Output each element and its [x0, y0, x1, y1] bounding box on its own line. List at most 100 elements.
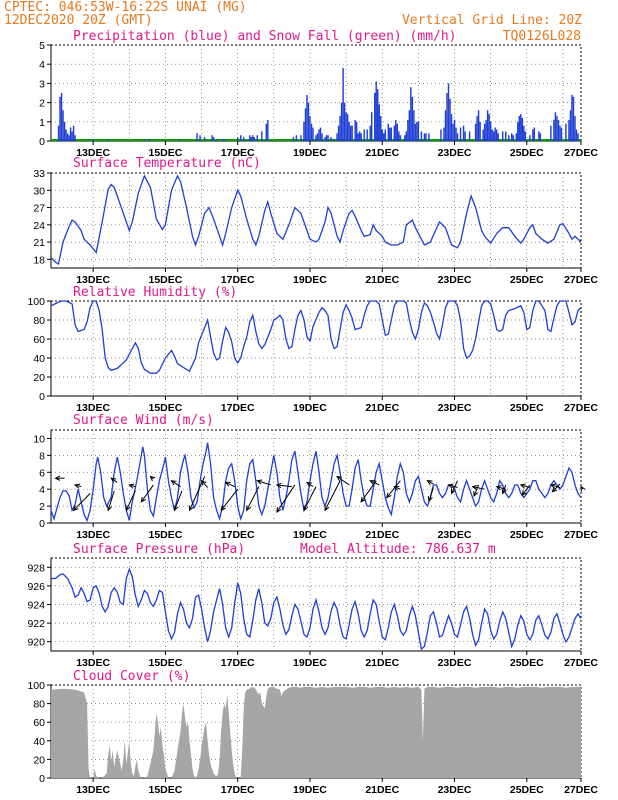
precip-bar: [59, 96, 61, 141]
precip-bar: [346, 114, 349, 141]
humidity-x-date-label: 15DEC: [149, 402, 183, 414]
wind-arrow: [427, 480, 434, 485]
wind-x-date-label: 17DEC: [221, 529, 255, 541]
precip-bar: [380, 116, 382, 141]
header-location: CPTEC: 046:53W-16:22S UNAI (MG): [4, 0, 247, 15]
precip-bar: [443, 127, 445, 141]
precip-bar: [348, 121, 350, 141]
cloud-x-date-label: 27DEC: [564, 784, 598, 796]
pressure-y-tick-label: 922: [27, 618, 45, 630]
precip-bar: [515, 133, 517, 141]
precip-bar: [336, 133, 338, 141]
wind-arrow-head: [106, 505, 112, 512]
precip-bar: [211, 135, 213, 141]
wind-arrow: [189, 476, 206, 511]
wind-line: [50, 442, 582, 523]
wind-arrow: [306, 482, 314, 488]
cloud-x-date-label: 23DEC: [438, 784, 472, 796]
precip-bar: [306, 94, 308, 141]
precip-bar: [520, 114, 522, 141]
precip-bar: [303, 121, 305, 141]
precip-bar: [199, 135, 201, 141]
wind-arrow-head: [125, 505, 131, 512]
pressure-y-tick-label: 928: [27, 562, 45, 574]
precip-bar: [574, 116, 576, 141]
precip-bar: [575, 129, 578, 141]
precip-bar: [243, 137, 245, 141]
temperature-frame: [50, 172, 582, 269]
wind-arrow-head: [427, 495, 433, 503]
precip-bar: [495, 129, 498, 141]
humidity-x-date-label: 19DEC: [293, 402, 327, 414]
precip-frame: [50, 44, 582, 142]
precip-bar: [349, 125, 352, 141]
precip-bar: [497, 133, 499, 141]
humidity-panel: 0 20 40 60 80 100 13DEC 15DEC 17DEC 19DEC 21DEC 23D…: [27, 296, 598, 414]
precip-bar: [407, 119, 409, 141]
precip-bar: [455, 127, 457, 141]
precip-bar: [354, 119, 356, 141]
wind-x-date-label: 25DEC: [510, 529, 544, 541]
pressure-x-date-label: 23DEC: [438, 657, 472, 669]
wind-arrow-head: [224, 481, 231, 487]
humidity-line: [50, 300, 582, 374]
temperature-x-date-label: 13DEC: [76, 274, 110, 286]
humidity-x-date-label: 25DEC: [510, 402, 544, 414]
precip-bar: [476, 116, 478, 141]
wind-arrow: [125, 490, 136, 511]
header-model-code: TQ0126L028: [503, 29, 581, 44]
precip-x-date-label: 23DEC: [438, 147, 472, 159]
humidity-y-tick-label: 100: [27, 296, 45, 308]
precip-bar: [411, 96, 414, 141]
precip-bar: [325, 135, 328, 141]
wind-x-date-label: 13DEC: [76, 529, 110, 541]
wind-arrow-head: [369, 480, 376, 485]
precip-bar: [327, 135, 329, 141]
precip-bar: [381, 129, 383, 141]
wind-arrow-head: [276, 506, 282, 513]
humidity-y-tick-label: 60: [33, 334, 45, 346]
precip-bar: [223, 139, 225, 141]
precip-bar: [517, 121, 519, 141]
humidity-x-date-label: 23DEC: [438, 402, 472, 414]
cloud-y-tick-label: 100: [27, 680, 45, 692]
temperature-x-date-label: 19DEC: [293, 274, 327, 286]
cloud-x-date-label: 15DEC: [149, 784, 183, 796]
pressure-y-tick-label: 926: [27, 581, 45, 593]
precip-bar: [416, 121, 418, 141]
pressure-panel: 920 922 924 926 928 13DEC 15DEC 17DEC 19DEC 21DEC…: [27, 557, 598, 669]
wind-arrow: [171, 480, 181, 488]
precip-bar: [494, 127, 496, 141]
precip-bar: [447, 83, 450, 141]
wind-x-date-label: 19DEC: [293, 529, 327, 541]
temperature-y-tick-label: 18: [33, 254, 45, 266]
wind-arrow-head: [447, 483, 454, 489]
precip-bar: [556, 116, 558, 141]
precip-bar: [560, 127, 563, 141]
precip-bar: [375, 81, 377, 141]
precip-panel: 0 1 2 3 4 5 13DEC 15DEC 17DEC 19DEC 21DEC 23DEC 25DE…: [39, 40, 598, 159]
wind-title: Surface Wind (m/s): [73, 413, 214, 428]
precip-bar: [340, 102, 343, 141]
precip-bar: [396, 123, 399, 141]
pressure-line: [51, 567, 582, 651]
cloud-y-tick-label: 60: [33, 717, 45, 729]
wind-arrow-head: [324, 505, 330, 512]
precip-bar: [532, 129, 534, 141]
pressure-x-date-label: 21DEC: [365, 657, 399, 669]
wind-arrow: [257, 480, 271, 486]
precip-bar: [261, 131, 263, 141]
precip-bar: [250, 137, 252, 141]
wind-arrow: [276, 484, 296, 513]
precip-x-date-label: 25DEC: [510, 147, 544, 159]
pressure-y-tick-label: 924: [27, 600, 45, 612]
precip-bar: [505, 131, 507, 141]
temperature-x-date-label: 15DEC: [149, 274, 183, 286]
cloud-y-tick-label: 0: [39, 773, 45, 785]
temperature-x-date-label: 27DEC: [564, 274, 598, 286]
humidity-y-tick-label: 20: [33, 372, 45, 384]
wind-arrow: [550, 484, 561, 488]
cloud-y-tick-label: 80: [33, 699, 45, 711]
precip-bar: [316, 133, 319, 141]
precip-bar: [511, 133, 513, 141]
